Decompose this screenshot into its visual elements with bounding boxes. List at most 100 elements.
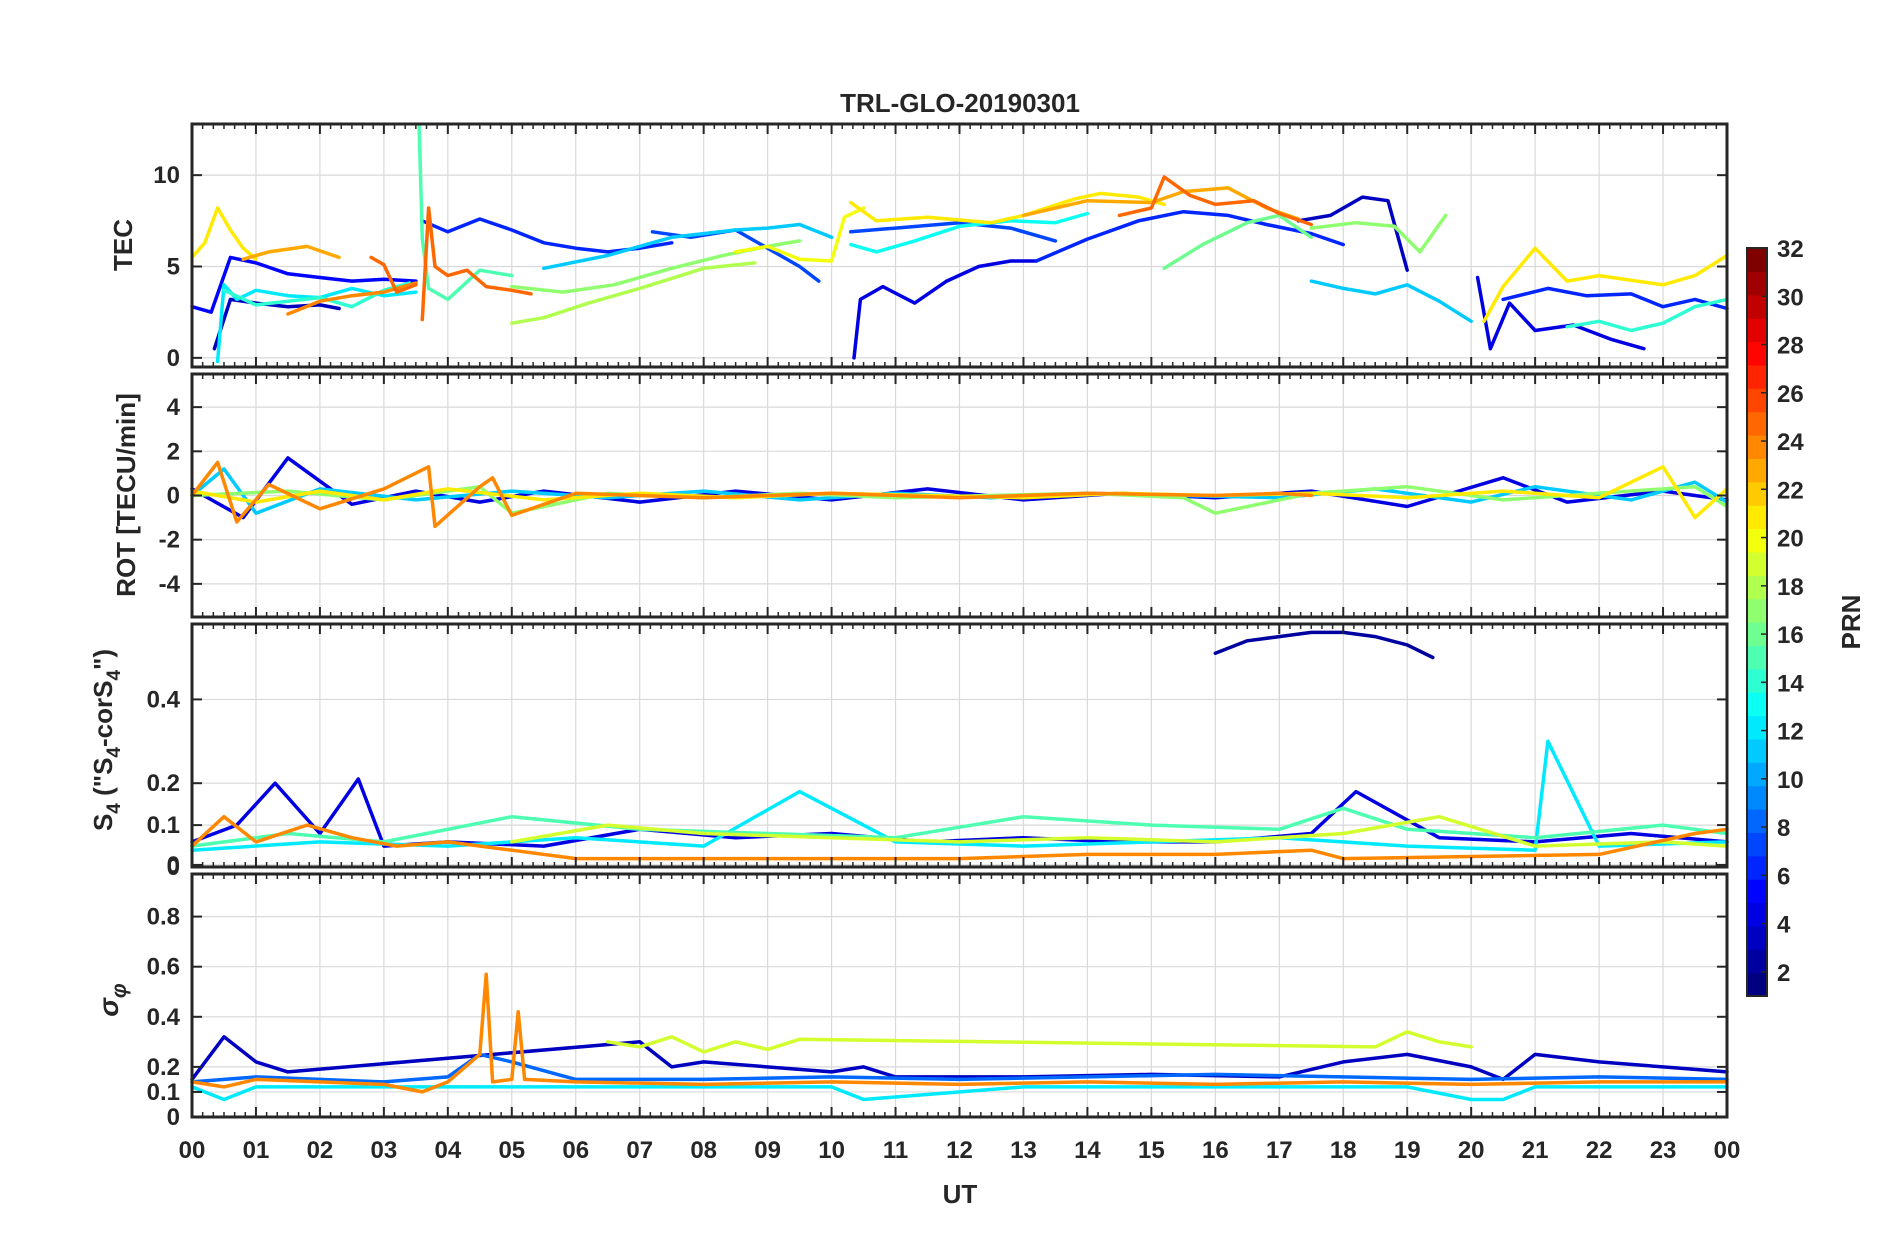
colorbar-segment bbox=[1747, 271, 1767, 296]
series-line bbox=[190, 1085, 1729, 1102]
colorbar-segment bbox=[1747, 341, 1767, 366]
colorbar-segment bbox=[1747, 809, 1767, 833]
x-tick-label: 13 bbox=[1010, 1137, 1037, 1164]
colorbar-tick-label: 28 bbox=[1777, 333, 1804, 360]
series-line bbox=[1117, 175, 1314, 227]
colorbar-tick-label: 26 bbox=[1777, 381, 1804, 408]
y-tick-label: -2 bbox=[159, 527, 180, 554]
series-line bbox=[1475, 275, 1646, 351]
series-line bbox=[420, 206, 533, 322]
colorbar-tick-label: 6 bbox=[1777, 863, 1790, 890]
series-line bbox=[510, 261, 757, 325]
colorbar-segment bbox=[1747, 505, 1767, 530]
series-line bbox=[1309, 213, 1448, 254]
series-line bbox=[417, 124, 514, 302]
series-rot bbox=[190, 456, 1729, 529]
y-tick-label: 0.2 bbox=[147, 770, 180, 797]
x-tick-label: 08 bbox=[690, 1137, 717, 1164]
colorbar-segment bbox=[1747, 972, 1767, 997]
series-line bbox=[733, 206, 866, 263]
colorbar-tick-label: 32 bbox=[1777, 236, 1804, 263]
series-line bbox=[510, 814, 1729, 848]
y-tick-label: 0.4 bbox=[147, 686, 181, 713]
series-line bbox=[1296, 195, 1409, 272]
chart-title: TRL-GLO-20190301 bbox=[840, 88, 1080, 118]
series-line bbox=[1565, 297, 1729, 333]
s4-label-part-a: S bbox=[88, 814, 118, 831]
series-line bbox=[241, 244, 341, 261]
colorbar-segment bbox=[1747, 879, 1767, 904]
colorbar-tick-label: 4 bbox=[1777, 912, 1791, 939]
x-tick-label: 12 bbox=[946, 1137, 973, 1164]
panel-tec: 0 5 10 TEC bbox=[108, 122, 1729, 372]
x-tick-label: 16 bbox=[1202, 1137, 1229, 1164]
x-tick-label: 05 bbox=[498, 1137, 525, 1164]
colorbar-segment bbox=[1747, 622, 1767, 646]
series-line bbox=[1309, 279, 1473, 324]
series-line bbox=[212, 297, 341, 351]
colorbar-segment bbox=[1747, 668, 1767, 693]
axes-box-s4 bbox=[190, 622, 1729, 869]
colorbar-tick-label: 12 bbox=[1777, 719, 1804, 746]
x-tick-label: 19 bbox=[1394, 1137, 1421, 1164]
x-tick-label: 14 bbox=[1074, 1137, 1101, 1164]
series-line bbox=[849, 220, 1058, 243]
colorbar-segment bbox=[1747, 575, 1767, 600]
x-axis-label: UT bbox=[943, 1179, 978, 1209]
series-line bbox=[605, 1030, 1473, 1054]
x-tick-label: 01 bbox=[243, 1137, 270, 1164]
s4-label-part-d: 4 bbox=[104, 747, 125, 758]
colorbar-gradient bbox=[1747, 248, 1767, 997]
colorbar-segment bbox=[1747, 411, 1767, 436]
y-axis-label-s4: S4 ("S4-corS4") bbox=[88, 649, 125, 831]
x-tick-label: 15 bbox=[1138, 1137, 1165, 1164]
series-line bbox=[190, 460, 1314, 529]
y-tick-label: 0 bbox=[167, 483, 180, 510]
series-line bbox=[190, 739, 1729, 852]
s4-label-part-b: 4 bbox=[104, 803, 125, 814]
y-ticks-sigma-phi: 00.10.2 0.4 0.6 0.8 bbox=[147, 904, 1727, 1131]
x-tick-label: 00 bbox=[179, 1137, 206, 1164]
y-tick-label: 0.8 bbox=[147, 904, 180, 931]
x-tick-labels: 00 01 02 03 04 05 06 07 08 09 10 11 12 13 14 15 16 17 18 19… bbox=[179, 1137, 1741, 1164]
series-line bbox=[1501, 286, 1729, 311]
colorbar-tick-label: 10 bbox=[1777, 767, 1804, 794]
x-tick-label: 00 bbox=[1714, 1137, 1741, 1164]
series-line bbox=[1162, 213, 1314, 271]
colorbar-segment bbox=[1747, 481, 1767, 506]
x-tick-label: 03 bbox=[371, 1137, 398, 1164]
colorbar-segment bbox=[1747, 785, 1767, 810]
colorbar-tick-label: 30 bbox=[1777, 284, 1804, 311]
series-s4 bbox=[190, 630, 1729, 861]
x-tick-label: 18 bbox=[1330, 1137, 1357, 1164]
x-tick-label: 22 bbox=[1586, 1137, 1613, 1164]
series-line bbox=[190, 206, 258, 261]
series-line bbox=[852, 259, 1039, 360]
series-line bbox=[542, 222, 834, 271]
colorbar-segment bbox=[1747, 762, 1767, 787]
colorbar-tick-label: 20 bbox=[1777, 526, 1804, 553]
colorbar-segment bbox=[1747, 925, 1767, 950]
x-tick-label: 04 bbox=[434, 1137, 461, 1164]
s4-label-part-g: ") bbox=[88, 649, 118, 670]
x-tick-label: 20 bbox=[1458, 1137, 1485, 1164]
colorbar-tick-label: 16 bbox=[1777, 622, 1804, 649]
y-tick-label: 0.4 bbox=[147, 1004, 181, 1031]
x-tick-label: 10 bbox=[818, 1137, 845, 1164]
colorbar-segment bbox=[1747, 435, 1767, 459]
colorbar-tick-label: 22 bbox=[1777, 477, 1804, 504]
y-ticks-rot: -4 -2 0 2 4 bbox=[159, 394, 1727, 598]
colorbar-tick-label: 24 bbox=[1777, 429, 1804, 456]
y-ticks-s4: 000.10.20.4 bbox=[147, 686, 1727, 881]
series-line bbox=[849, 211, 1090, 254]
panel-sigma-phi: 00.10.2 0.4 0.6 0.8 σφ bbox=[93, 872, 1729, 1131]
y-tick-label: 0 bbox=[167, 854, 180, 881]
colorbar-segment bbox=[1747, 318, 1767, 343]
colorbar-segment bbox=[1747, 294, 1767, 319]
series-line bbox=[1213, 630, 1435, 660]
colorbar-segment bbox=[1747, 902, 1767, 927]
colorbar-segment bbox=[1747, 645, 1767, 670]
